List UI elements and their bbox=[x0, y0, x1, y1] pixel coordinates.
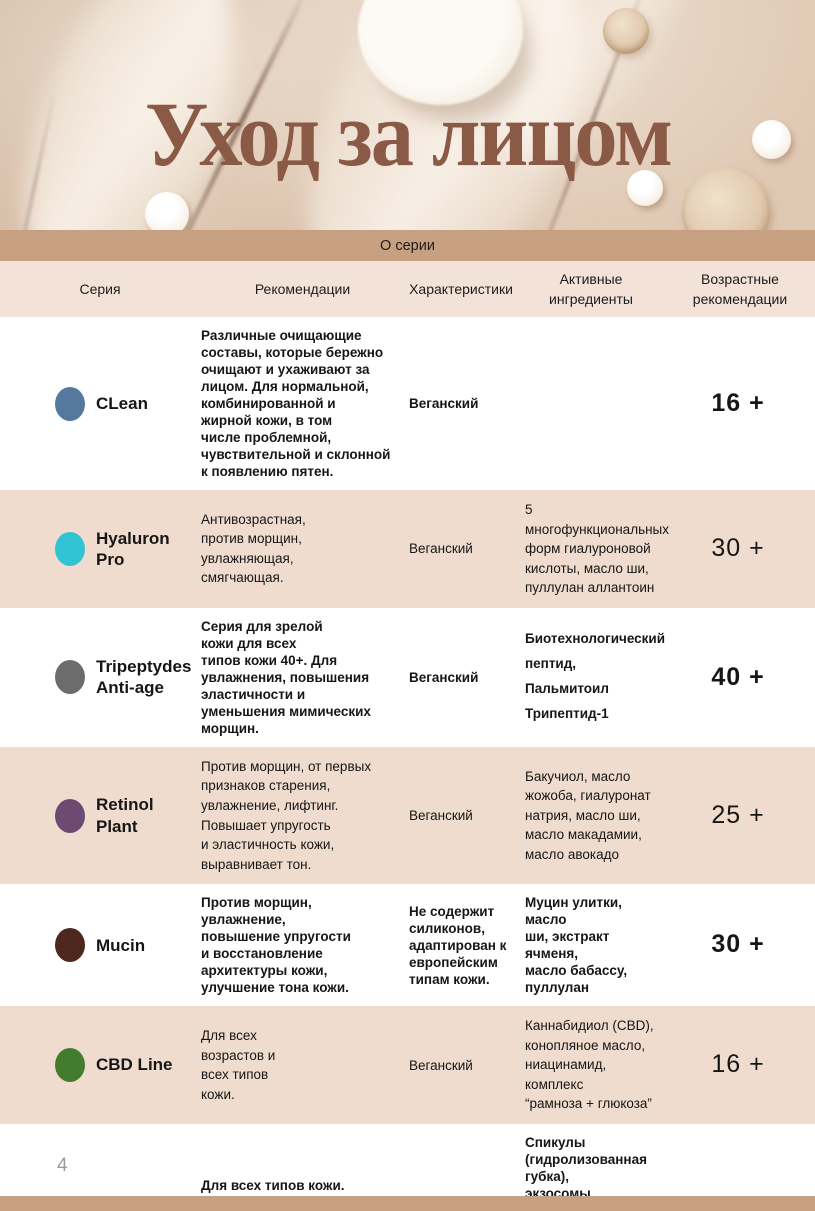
age-recommendation: 16 + bbox=[711, 1050, 765, 1079]
bottom-strip bbox=[0, 1196, 815, 1211]
characteristics-cell: Веганский bbox=[409, 808, 473, 823]
cream-droplet bbox=[627, 170, 663, 206]
recommendations-cell: Против морщин, от первых признаков старе… bbox=[201, 758, 372, 872]
series-cell: CBD Line bbox=[0, 1038, 200, 1092]
table-row: CLean Различные очищающие составы, котор… bbox=[0, 317, 815, 490]
series-cell: Mucin bbox=[0, 918, 200, 972]
ingredients-cell bbox=[517, 394, 665, 414]
characteristics-cell: Веганский bbox=[409, 541, 473, 557]
cream-droplet bbox=[145, 192, 189, 230]
series-name: CLean bbox=[96, 393, 148, 413]
series-color-dot bbox=[55, 386, 85, 421]
age-recommendation: 30 + bbox=[711, 930, 765, 959]
cream-droplet bbox=[752, 120, 791, 159]
series-name: Mucin bbox=[96, 935, 146, 955]
recommendations-cell: Антивозрастная, против морщин, увлажняющ… bbox=[201, 511, 306, 586]
page-number: 4 bbox=[57, 1155, 68, 1176]
table-row: CBD Line Для всех возрастов и всех типов… bbox=[0, 1006, 815, 1124]
age-recommendation: 40 + bbox=[711, 662, 765, 691]
ingredients-cell: Бакучиол, масло жожоба, гиалуронат натри… bbox=[525, 768, 651, 862]
recommendations-cell: Для всех возрастов и всех типов кожи. bbox=[201, 1027, 276, 1102]
series-cell: Hyaluron Pro bbox=[0, 518, 200, 581]
column-header-series: Серия bbox=[79, 280, 121, 297]
series-color-dot bbox=[55, 928, 85, 963]
recommendations-cell: Различные очищающие составы, которые бер… bbox=[201, 328, 391, 479]
ingredients-cell: Спикулы (гидролизованная губка), экзосом… bbox=[525, 1135, 647, 1211]
table-header: Серия Рекомендации Характеристики Активн… bbox=[0, 261, 815, 317]
series-name: Tripeptydes Anti-age bbox=[96, 657, 192, 698]
table-row: Hyaluron Pro Антивозрастная, против морщ… bbox=[0, 490, 815, 608]
age-recommendation: 16 + bbox=[711, 388, 765, 417]
series-color-dot bbox=[55, 531, 85, 566]
ingredients-cell: Муцин улитки, масло ши, экстракт ячменя,… bbox=[525, 895, 628, 996]
table-row: Mucin Против морщин, увлажнение, повышен… bbox=[0, 884, 815, 1007]
ingredients-cell: Каннабидиол (CBD), конопляное масло, ниа… bbox=[525, 1018, 654, 1112]
serum-droplet bbox=[682, 168, 770, 230]
recommendations-cell: Серия для зрелой кожи для всех типов кож… bbox=[201, 618, 371, 736]
series-name: CBD Line bbox=[96, 1055, 173, 1075]
series-color-dot bbox=[55, 1048, 85, 1083]
column-header-recommendations: Рекомендации bbox=[254, 280, 351, 297]
series-cell: CLean bbox=[0, 377, 200, 431]
section-band-label: О серии bbox=[380, 237, 435, 254]
characteristics-cell: Не содержит силиконов, адаптирован к евр… bbox=[409, 903, 507, 987]
table-body: CLean Различные очищающие составы, котор… bbox=[0, 317, 815, 1211]
series-name: Hyaluron Pro bbox=[96, 528, 170, 569]
ingredients-cell: 5 многофункциональных форм гиалуроновой … bbox=[525, 502, 670, 596]
series-color-dot bbox=[55, 798, 85, 833]
ingredients-cell: Биотехнологический пептид, Пальмитоил Тр… bbox=[525, 631, 666, 722]
age-recommendation: 25 + bbox=[711, 800, 765, 829]
characteristics-cell: Веганский bbox=[409, 1057, 473, 1073]
age-recommendation: 30 + bbox=[711, 534, 765, 563]
section-band: О серии bbox=[0, 230, 815, 261]
serum-droplet bbox=[603, 8, 649, 54]
page-title: Уход за лицом bbox=[144, 83, 672, 185]
series-cell: Retinol Plant bbox=[0, 784, 200, 847]
characteristics-cell: Веганский bbox=[409, 396, 479, 411]
column-header-characteristics: Характеристики bbox=[409, 280, 513, 297]
gel-streak bbox=[7, 92, 56, 230]
table-row: Tripeptydes Anti-age Серия для зрелой ко… bbox=[0, 607, 815, 747]
series-color-dot bbox=[55, 660, 85, 695]
table-row: Retinol Plant Против морщин, от первых п… bbox=[0, 746, 815, 885]
recommendations-cell: Против морщин, увлажнение, повышение упр… bbox=[201, 895, 351, 996]
column-header-active-ingredients: Активные ингредиенты bbox=[549, 270, 633, 307]
series-cell: Tripeptydes Anti-age bbox=[0, 646, 200, 709]
characteristics-cell: Веганский bbox=[409, 669, 479, 685]
series-name: Retinol Plant bbox=[96, 795, 154, 836]
column-header-age-recommendations: Возрастные рекомендации bbox=[692, 270, 788, 307]
hero-image: Уход за лицом bbox=[0, 0, 815, 230]
